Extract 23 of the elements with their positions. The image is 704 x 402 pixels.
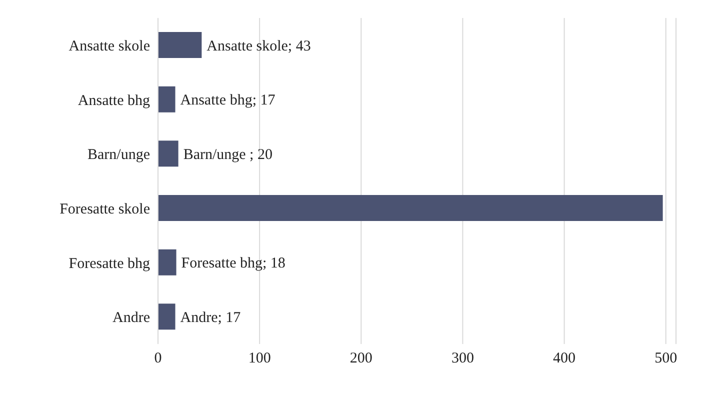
x-tick-label: 0 xyxy=(154,350,162,367)
data-label: Andre; 17 xyxy=(180,310,242,326)
x-tick-label: 300 xyxy=(451,350,474,367)
y-tick-label: Barn/unge xyxy=(88,147,150,164)
data-label: Barn/unge ; 20 xyxy=(183,146,272,163)
data-label: Ansatte skole; 43 xyxy=(206,38,311,54)
bar xyxy=(158,249,176,276)
bar xyxy=(158,32,202,58)
y-tick-label: Foresatte bhg xyxy=(68,256,150,272)
bar xyxy=(158,195,663,221)
bar xyxy=(158,140,178,167)
x-tick-label: 100 xyxy=(248,350,271,367)
y-tick-label: Foresatte skole xyxy=(60,201,150,218)
bar xyxy=(158,86,176,112)
data-label: Ansatte bhg; 17 xyxy=(180,92,276,109)
x-tick-label: 500 xyxy=(654,350,678,367)
y-tick-label: Ansatte bhg xyxy=(78,92,150,109)
bar xyxy=(158,304,176,330)
y-tick-label: Ansatte skole xyxy=(68,38,150,54)
y-tick-label: Andre xyxy=(112,310,150,326)
data-label: Foresatte bhg; 18 xyxy=(181,256,286,272)
x-tick-label: 200 xyxy=(350,350,372,367)
x-tick-label: 400 xyxy=(553,350,576,367)
